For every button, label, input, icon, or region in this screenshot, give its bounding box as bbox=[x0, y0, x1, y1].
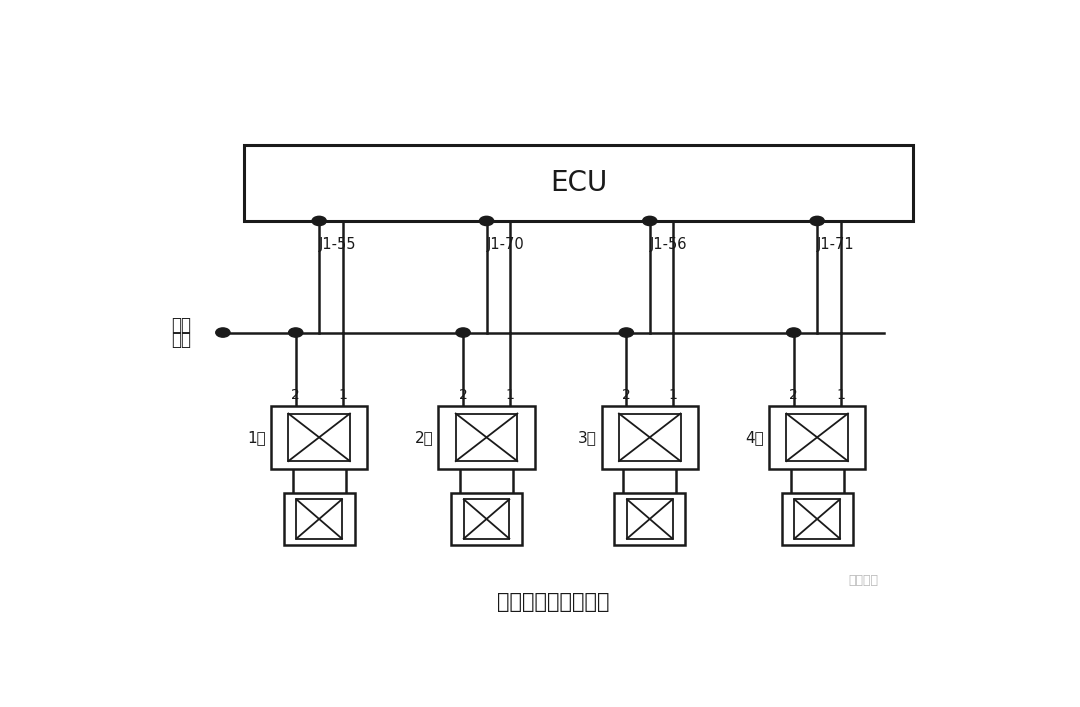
Text: 1: 1 bbox=[669, 387, 677, 402]
Text: 4缸: 4缸 bbox=[745, 430, 764, 445]
Circle shape bbox=[216, 328, 230, 337]
Circle shape bbox=[786, 328, 801, 337]
Bar bbox=[288, 414, 350, 461]
Bar bbox=[786, 414, 848, 461]
Circle shape bbox=[312, 216, 326, 226]
Text: 2: 2 bbox=[459, 387, 468, 402]
Bar bbox=[438, 406, 535, 469]
Text: 2缸: 2缸 bbox=[415, 430, 433, 445]
Bar bbox=[456, 414, 517, 461]
Text: 电器: 电器 bbox=[171, 331, 191, 349]
Bar bbox=[451, 493, 522, 545]
Text: 2: 2 bbox=[789, 387, 798, 402]
Text: 1: 1 bbox=[505, 387, 514, 402]
Bar bbox=[627, 499, 673, 539]
Text: J1-56: J1-56 bbox=[650, 238, 687, 252]
Bar bbox=[615, 493, 686, 545]
Text: J1-70: J1-70 bbox=[486, 238, 524, 252]
Text: J1-71: J1-71 bbox=[818, 238, 854, 252]
Text: 主继: 主继 bbox=[171, 317, 191, 334]
Text: 汽修宝典: 汽修宝典 bbox=[848, 574, 878, 587]
Bar bbox=[296, 499, 342, 539]
Text: J1-55: J1-55 bbox=[320, 238, 356, 252]
Text: 1: 1 bbox=[836, 387, 845, 402]
Text: 1缸: 1缸 bbox=[247, 430, 266, 445]
Circle shape bbox=[619, 328, 634, 337]
Text: 3缸: 3缸 bbox=[578, 430, 596, 445]
Bar bbox=[284, 493, 354, 545]
Bar bbox=[463, 499, 510, 539]
Bar bbox=[795, 499, 840, 539]
Bar bbox=[769, 406, 865, 469]
Circle shape bbox=[480, 216, 494, 226]
Circle shape bbox=[288, 328, 302, 337]
Bar bbox=[244, 145, 914, 221]
Circle shape bbox=[456, 328, 470, 337]
Text: 燃油喷射系统的电路: 燃油喷射系统的电路 bbox=[497, 592, 610, 612]
Text: 1: 1 bbox=[338, 387, 347, 402]
Circle shape bbox=[643, 216, 657, 226]
Text: 2: 2 bbox=[292, 387, 300, 402]
Bar bbox=[782, 493, 853, 545]
Bar bbox=[271, 406, 367, 469]
Bar bbox=[602, 406, 698, 469]
Bar bbox=[619, 414, 680, 461]
Circle shape bbox=[810, 216, 824, 226]
Text: ECU: ECU bbox=[550, 169, 607, 197]
Text: 2: 2 bbox=[622, 387, 631, 402]
